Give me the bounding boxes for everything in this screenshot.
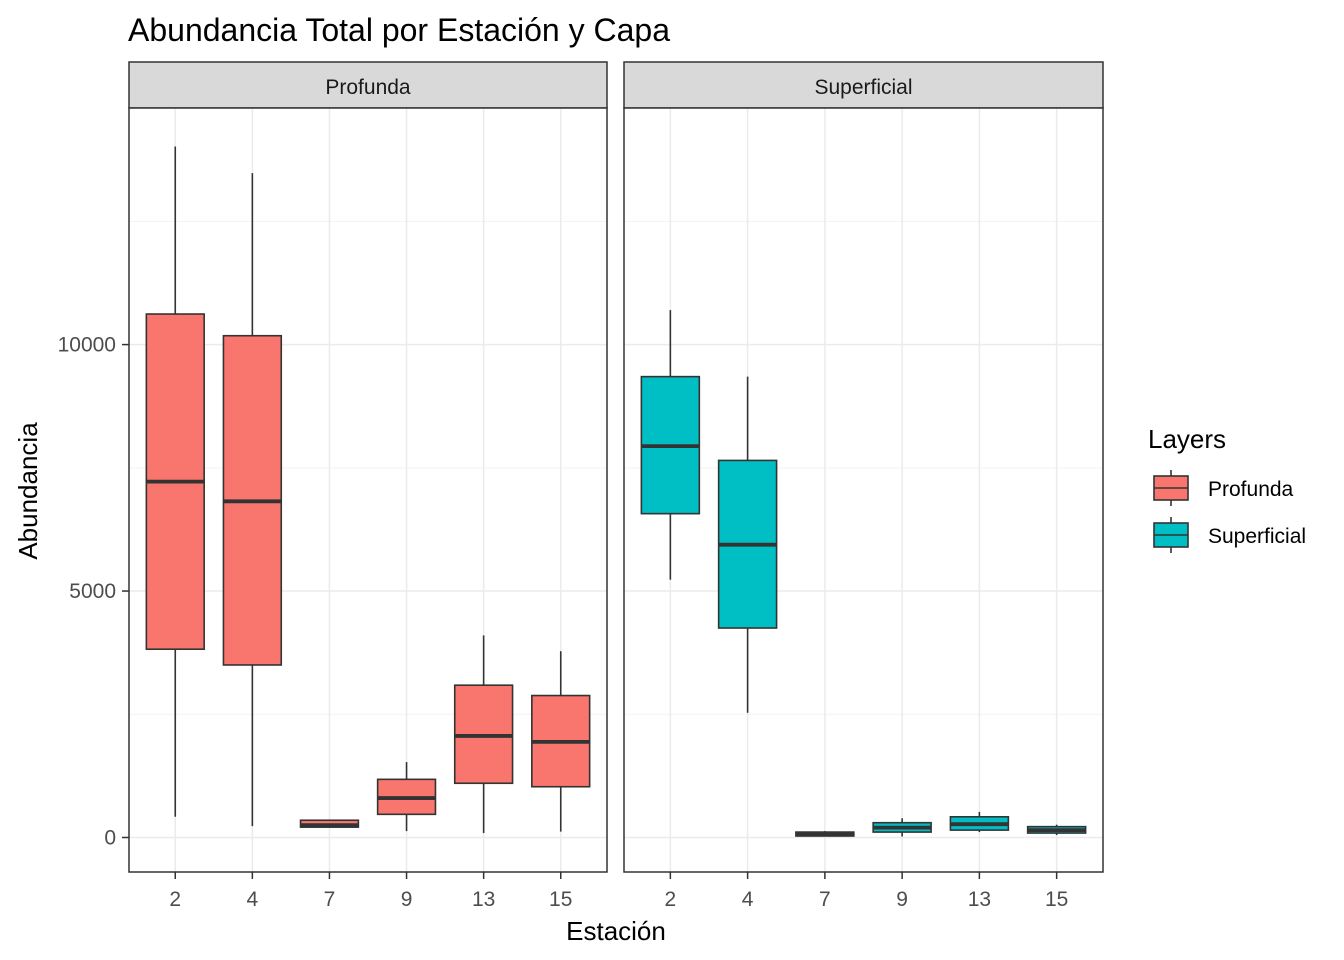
box-superficial-13 bbox=[949, 811, 1010, 833]
x-tick-label: 13 bbox=[472, 888, 495, 911]
box-profunda-2 bbox=[145, 146, 205, 817]
legend-entry-superficial: Superficial bbox=[1153, 517, 1306, 553]
legend: Layers Profunda Superficial bbox=[1148, 424, 1306, 553]
box-superficial-4 bbox=[717, 376, 778, 713]
y-tick-label: 0 bbox=[104, 826, 116, 849]
panel-border bbox=[128, 107, 608, 873]
facet-strip bbox=[128, 61, 608, 109]
box-superficial-7 bbox=[795, 831, 855, 837]
x-axis-title: Estación bbox=[566, 916, 666, 946]
x-tick-label: 2 bbox=[169, 888, 181, 911]
box-superficial-2 bbox=[640, 310, 701, 580]
panel-background bbox=[129, 108, 607, 872]
legend-entry-profunda: Profunda bbox=[1153, 470, 1294, 506]
y-axis-title: Abundancia bbox=[13, 422, 43, 560]
x-tick-label: 9 bbox=[896, 888, 908, 911]
legend-label: Superficial bbox=[1208, 525, 1306, 548]
facet-panel-profunda: Profunda 2 4 7 9 13 15 bbox=[128, 61, 608, 911]
box-profunda-9 bbox=[376, 762, 437, 832]
x-tick-label: 15 bbox=[549, 888, 572, 911]
facet-strip-label: Superficial bbox=[814, 76, 912, 99]
panel-border bbox=[623, 107, 1104, 873]
x-tick-label: 9 bbox=[401, 888, 413, 911]
box-profunda-15 bbox=[531, 651, 591, 832]
facet-panels: Profunda 2 4 7 9 13 15 Superficial 2 4 7 9 13 15 bbox=[128, 61, 1104, 911]
legend-title: Layers bbox=[1148, 424, 1226, 454]
box-profunda-7 bbox=[299, 819, 360, 828]
legend-label: Profunda bbox=[1208, 478, 1294, 501]
facet-strip-label: Profunda bbox=[325, 76, 411, 99]
box-profunda-4 bbox=[222, 173, 283, 827]
box-superficial-9 bbox=[872, 818, 932, 837]
panel-background bbox=[624, 108, 1103, 872]
x-tick-label: 7 bbox=[819, 888, 831, 911]
x-tick-label: 7 bbox=[324, 888, 336, 911]
y-tick-label: 5000 bbox=[69, 580, 116, 603]
facet-strip bbox=[623, 61, 1104, 109]
y-tick-label: 10000 bbox=[58, 334, 116, 357]
y-axis: 0 5000 10000 bbox=[58, 334, 129, 849]
x-tick-label: 15 bbox=[1045, 888, 1068, 911]
box-superficial-15 bbox=[1026, 824, 1087, 836]
x-tick-label: 4 bbox=[742, 888, 754, 911]
box-profunda-13 bbox=[453, 635, 514, 834]
chart-title: Abundancia Total por Estación y Capa bbox=[128, 12, 670, 48]
x-tick-label: 2 bbox=[665, 888, 677, 911]
x-tick-label: 13 bbox=[968, 888, 991, 911]
x-tick-label: 4 bbox=[247, 888, 259, 911]
facet-panel-superficial: Superficial 2 4 7 9 13 15 bbox=[623, 61, 1104, 911]
